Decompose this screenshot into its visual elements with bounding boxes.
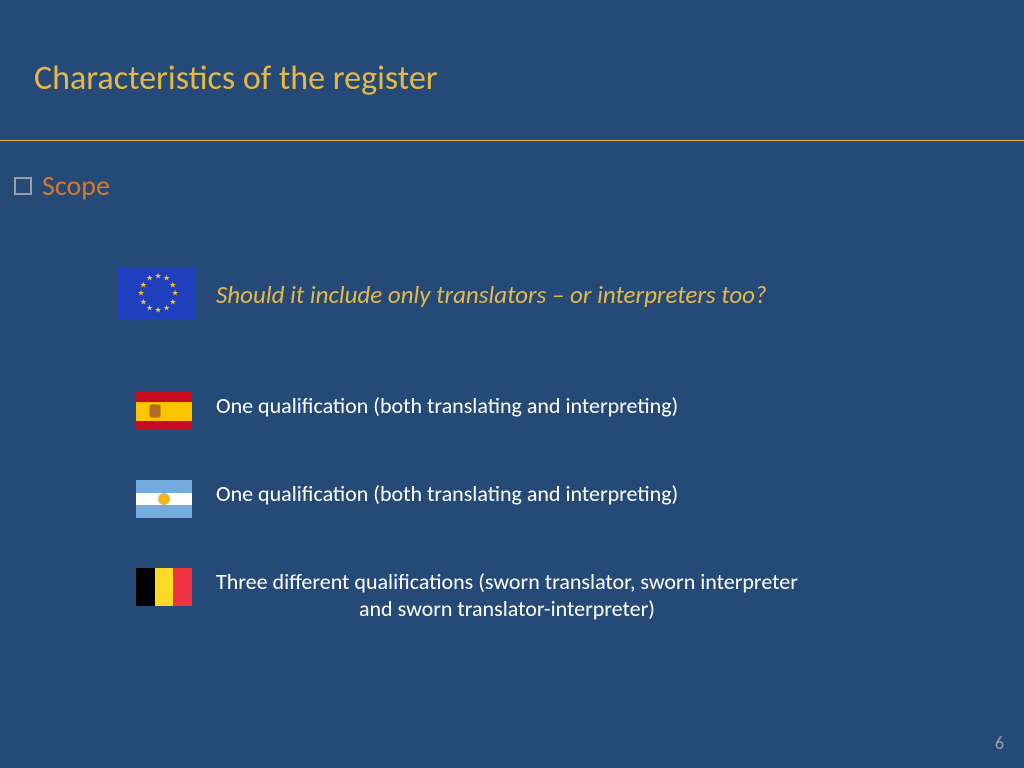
spain-flag-icon [136,392,192,430]
divider-line [0,140,1024,141]
country-row-spain: One qualification (both translating and … [136,392,678,430]
scope-heading: Scope [14,168,110,203]
square-bullet-icon [14,177,32,195]
title-region: Characteristics of the register [0,0,1024,140]
belgium-text-line1: Three different qualifications (sworn tr… [216,568,798,595]
scope-label: Scope [42,168,110,203]
country-row-argentina: One qualification (both translating and … [136,480,678,518]
slide: Characteristics of the register Scope ★★… [0,0,1024,768]
belgium-text: Three different qualifications (sworn tr… [216,568,798,622]
spain-text: One qualification (both translating and … [216,392,678,419]
question-text: Should it include only translators – or … [216,279,767,310]
slide-title: Characteristics of the register [34,58,438,99]
question-row: ★★★★★★★★★★★★ Should it include only tran… [118,268,767,320]
belgium-flag-icon [136,568,192,606]
belgium-text-line2: and sworn translator-interpreter) [216,595,798,622]
country-row-belgium: Three different qualifications (sworn tr… [136,568,798,622]
argentina-flag-icon [136,480,192,518]
eu-flag-icon: ★★★★★★★★★★★★ [118,268,196,320]
page-number: 6 [995,732,1004,754]
argentina-text: One qualification (both translating and … [216,480,678,507]
